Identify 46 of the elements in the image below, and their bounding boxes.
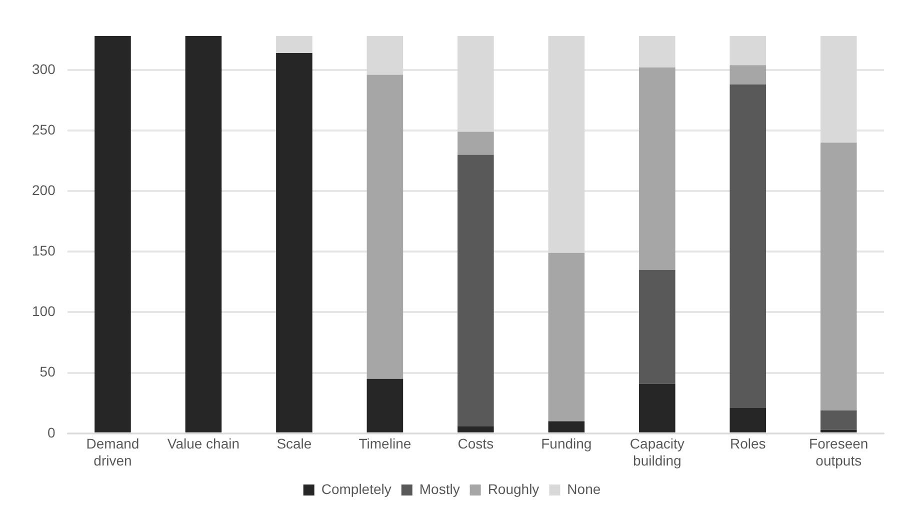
bar [185,36,222,432]
bar [820,410,857,430]
y-tick-label: 0 [48,424,56,440]
bar [639,36,676,68]
bar [366,378,404,432]
bar [548,36,585,253]
x-tick-label: Timeline [358,436,412,452]
legend-label: Mostly [419,480,460,497]
bar [458,426,494,432]
bar [94,36,131,432]
x-tick-label: Capacity building [630,436,684,468]
bar [458,132,494,155]
bar [730,36,766,66]
x-tick-label: Foreseen outputs [809,436,868,468]
bar [820,142,857,410]
x-tick-label: Funding [541,436,592,452]
bar [639,270,676,384]
bar [276,36,312,53]
bar [548,421,585,432]
legend-label: Completely [321,480,392,497]
y-tick-label: 250 [32,121,56,138]
y-tick-label: 150 [32,242,56,259]
bar [730,65,766,84]
bar [639,384,676,432]
bar [730,408,766,432]
bar [548,252,585,422]
bar [639,68,676,270]
x-tick-label: Demand driven [86,436,140,468]
bar [458,154,494,426]
legend-label: None [567,480,601,497]
y-tick-label: 200 [32,182,56,198]
y-tick-label: 300 [32,60,56,77]
legend-label: Roughly [488,480,540,497]
x-tick-label: Roles [730,436,766,452]
bar [730,84,766,408]
y-tick-label: 100 [32,303,56,320]
bar [820,36,857,143]
x-tick-label: Scale [276,436,312,452]
x-tick-label: Costs [458,436,494,452]
x-tick-label: Value chain [167,436,240,452]
bar [276,52,312,432]
bar [458,36,494,132]
bar [366,74,404,379]
y-tick-label: 50 [40,364,56,380]
bar [820,430,857,432]
bar [366,36,404,75]
